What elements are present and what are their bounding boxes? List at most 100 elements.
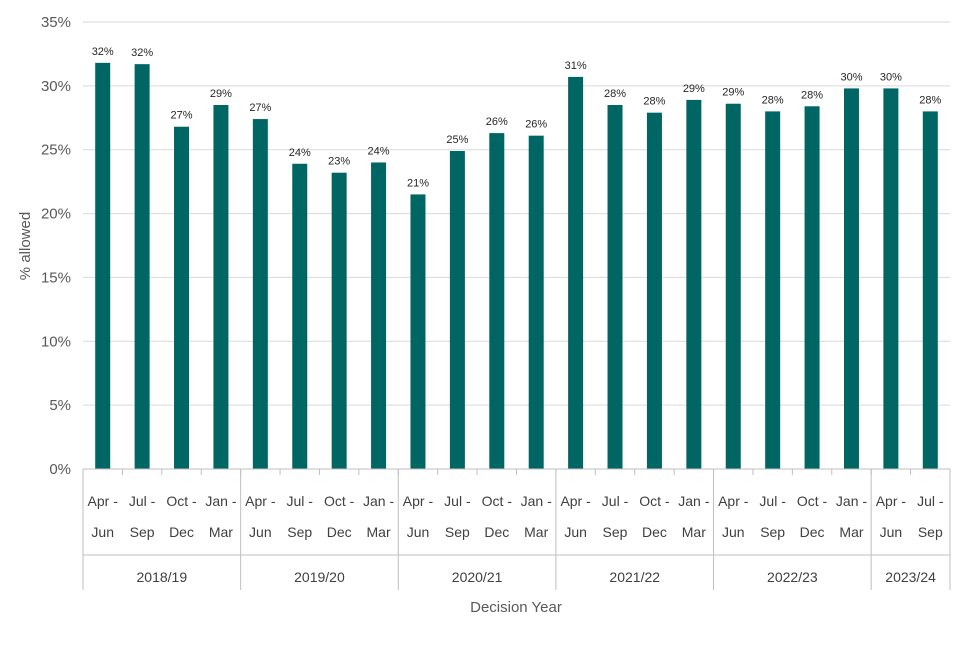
data-label: 30% — [880, 71, 902, 83]
x-tick-label: Dec — [169, 524, 194, 540]
y-axis: 0% 5% 10% 15% 20% 25% 30% 35% — [41, 14, 71, 478]
y-tick-label: 5% — [49, 397, 71, 414]
x-tick-label: Jan - — [205, 493, 236, 509]
y-tick-label: 15% — [41, 269, 71, 286]
data-label: 31% — [565, 60, 587, 72]
data-label: 28% — [604, 88, 626, 100]
x-axis-title: Decision Year — [470, 599, 562, 616]
data-label: 21% — [407, 177, 429, 189]
data-label: 23% — [328, 156, 350, 168]
y-tick-label: 25% — [41, 142, 71, 159]
bar — [174, 126, 190, 470]
data-label: 32% — [131, 47, 153, 59]
x-tick-label: Jan - — [521, 493, 552, 509]
x-tick-label: Dec — [484, 524, 509, 540]
group-label: 2018/19 — [137, 569, 188, 585]
x-tick-label: Jun — [249, 524, 272, 540]
bar — [371, 162, 387, 469]
x-tick-label: Jan - — [678, 493, 709, 509]
x-tick-label: Sep — [603, 524, 628, 540]
x-tick-label: Dec — [642, 524, 667, 540]
group-label: 2021/22 — [609, 569, 660, 585]
x-tick-label: Apr - — [718, 493, 749, 509]
x-tick-label: Oct - — [324, 493, 355, 509]
data-label: 26% — [486, 116, 508, 128]
group-label: 2019/20 — [294, 569, 345, 585]
data-label: 29% — [722, 87, 744, 99]
group-label: 2023/24 — [885, 569, 936, 585]
group-label: 2022/23 — [767, 569, 818, 585]
y-tick-label: 35% — [41, 14, 71, 31]
x-axis: Apr - Jun Jul - Sep Oct - Dec Jan - Mar Apr - Jun… — [82, 468, 951, 590]
data-label: 24% — [368, 145, 390, 157]
x-tick-label: Dec — [327, 524, 352, 540]
data-label: 27% — [249, 102, 271, 114]
x-tick-label: Sep — [130, 524, 155, 540]
data-label: 27% — [171, 110, 193, 122]
x-tick-label: Jul - — [917, 493, 944, 509]
x-tick-label: Jun — [564, 524, 587, 540]
x-tick-label: Sep — [287, 524, 312, 540]
x-tick-label: Sep — [918, 524, 943, 540]
x-tick-label: Apr - — [560, 493, 591, 509]
bar — [252, 119, 268, 469]
bar — [568, 76, 584, 469]
bar — [213, 105, 229, 469]
y-tick-label: 30% — [41, 78, 71, 95]
data-label: 29% — [683, 83, 705, 95]
x-tick-label: Mar — [682, 524, 706, 540]
x-tick-label: Jan - — [363, 493, 394, 509]
x-tick-label: Dec — [800, 524, 825, 540]
data-label: 28% — [762, 94, 784, 106]
bar — [134, 64, 150, 469]
x-tick-label: Jun — [880, 524, 903, 540]
x-tick-label: Oct - — [797, 493, 828, 509]
group-label: 2020/21 — [452, 569, 503, 585]
bar — [292, 163, 308, 469]
bar — [804, 106, 820, 469]
data-label: 28% — [801, 89, 823, 101]
x-tick-label: Jul - — [444, 493, 471, 509]
x-tick-label: Jun — [407, 524, 430, 540]
x-tick-label: Oct - — [166, 493, 197, 509]
bar — [646, 112, 662, 470]
x-tick-label: Mar — [209, 524, 233, 540]
y-axis-title: % allowed — [17, 212, 34, 280]
data-label: 24% — [289, 147, 311, 159]
data-labels: 32% 32% 27% 29% 27% 24% 23% 24% 21% 25% 26% 26% 31% 2… — [92, 46, 942, 190]
bar — [95, 62, 111, 470]
data-label: 32% — [92, 46, 114, 58]
y-tick-label: 10% — [41, 333, 71, 350]
x-tick-label: Apr - — [403, 493, 434, 509]
x-tick-label: Sep — [760, 524, 785, 540]
x-tick-label: Jul - — [287, 493, 314, 509]
x-tick-label: Mar — [839, 524, 863, 540]
x-tick-label: Jun — [91, 524, 114, 540]
x-tick-label: Jul - — [602, 493, 629, 509]
x-tick-label: Oct - — [482, 493, 513, 509]
bar — [489, 133, 505, 469]
bar — [449, 150, 465, 469]
y-tick-label: 20% — [41, 206, 71, 223]
bar — [765, 111, 781, 470]
bar — [843, 88, 859, 469]
x-tick-label: Mar — [367, 524, 391, 540]
bar — [528, 135, 544, 469]
x-tick-label: Jul - — [129, 493, 156, 509]
x-tick-label: Apr - — [245, 493, 276, 509]
bar — [331, 172, 347, 469]
data-label: 28% — [643, 96, 665, 108]
bar — [607, 105, 623, 469]
x-tick-label: Sep — [445, 524, 470, 540]
data-label: 28% — [919, 94, 941, 106]
x-tick-label: Apr - — [876, 493, 907, 509]
x-tick-label: Jul - — [759, 493, 786, 509]
bar — [725, 103, 741, 469]
x-tick-label: Jan - — [836, 493, 867, 509]
data-label: 25% — [446, 134, 468, 146]
data-label: 29% — [210, 88, 232, 100]
x-tick-label: Mar — [524, 524, 548, 540]
x-tick-label: Jun — [722, 524, 745, 540]
